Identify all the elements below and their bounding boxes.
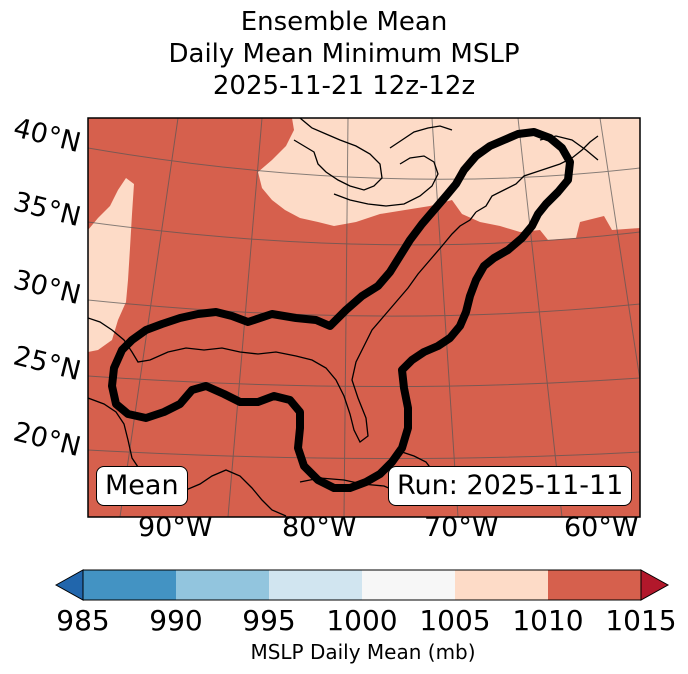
colorbar-tick-995: 995 [242,604,296,637]
colorbar-label: MSLP Daily Mean (mb) [250,640,476,664]
title-line-1: Ensemble Mean [240,7,448,37]
lon-label-80w: 80°W [282,512,357,543]
title-line-2: Daily Mean Minimum MSLP [168,39,520,69]
colorbar-extend-high [640,569,670,601]
colorbar-segment-1000-1005 [362,570,455,600]
colorbar-segment-1010-1015 [548,570,641,600]
colorbar-segment-990-995 [176,570,269,600]
mean-badge: Mean [96,466,188,506]
pressure-field-1005-1010-west [88,178,134,352]
lon-label-90w: 90°W [138,512,213,543]
lon-label-60w: 60°W [564,512,639,543]
colorbar-extend-low [54,569,84,601]
lon-label-70w: 70°W [424,512,499,543]
colorbar-segment-995-1000 [269,570,362,600]
title-line-3: 2025-11-21 12z-12z [212,71,476,101]
colorbar-segment-1005-1010 [455,570,548,600]
run-badge: Run: 2025-11-11 [388,466,633,506]
colorbar-tick-1005: 1005 [419,604,491,637]
map-frame [87,117,641,518]
colorbar-tick-990: 990 [149,604,203,637]
colorbar-frame [82,569,642,601]
colorbar-tick-1000: 1000 [326,604,398,637]
colorbar-segment-985-990 [83,570,176,600]
colorbar-tick-985: 985 [56,604,110,637]
ensemble-contour [108,128,574,492]
colorbar-tick-1015: 1015 [605,604,677,637]
colorbar-tick-1010: 1010 [512,604,584,637]
